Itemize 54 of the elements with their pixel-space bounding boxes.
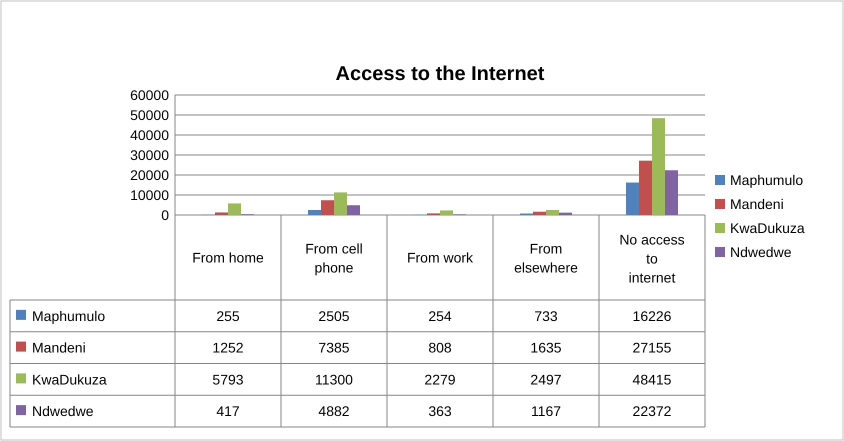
chart-title: Access to the Internet — [336, 63, 545, 85]
data-label: 1635 — [530, 340, 562, 356]
text: KwaDukuza — [32, 371, 107, 388]
data-label: 417 — [216, 403, 240, 420]
y-tick-label: 50000 — [130, 107, 170, 123]
legend-label: Ndwedwe — [730, 244, 792, 260]
bar — [639, 160, 652, 215]
bar — [308, 210, 321, 215]
bar — [334, 192, 347, 215]
data-label: 1252 — [212, 340, 244, 356]
data-label: 733 — [534, 308, 558, 324]
y-tick-label: 20000 — [130, 167, 170, 183]
x-tick-label: From work — [406, 250, 474, 266]
data-label: 255 — [216, 308, 240, 324]
y-tick-label: 0 — [161, 207, 170, 223]
data-label: 2279 — [424, 371, 456, 388]
data-label: 5793 — [212, 371, 244, 388]
legend-label: KwaDukuza — [730, 220, 805, 236]
y-tick-label: 10000 — [130, 187, 170, 203]
x-tick-label: From home — [192, 250, 264, 266]
bar — [546, 210, 559, 215]
bar — [228, 203, 241, 215]
y-tick-label: 60000 — [130, 87, 170, 103]
data-label: 363 — [428, 403, 452, 420]
data-label: 254 — [428, 308, 452, 324]
data-label: 27155 — [632, 340, 672, 356]
bar — [533, 212, 546, 215]
data-label: 48415 — [632, 371, 672, 388]
data-label: 1167 — [530, 403, 562, 420]
legend-label: Maphumulo — [730, 172, 804, 188]
x-tick-label: From elsewhere — [514, 240, 578, 276]
text: Mandeni — [32, 340, 86, 356]
data-label: 808 — [428, 340, 452, 356]
data-label: 16226 — [632, 308, 672, 324]
data-label: 2505 — [318, 308, 350, 324]
text: Maphumulo — [32, 308, 106, 324]
data-label: 11300 — [315, 371, 354, 388]
text: Ndwedwe — [32, 403, 94, 420]
bar — [347, 205, 360, 215]
bar — [652, 118, 665, 215]
bar — [665, 170, 678, 215]
data-label: 2497 — [530, 371, 562, 388]
bar — [626, 182, 639, 215]
bar — [321, 200, 334, 215]
bar — [215, 212, 228, 215]
data-label: 4882 — [318, 403, 350, 420]
x-tick-label: No access to internet — [619, 232, 685, 286]
data-label: 22372 — [632, 403, 672, 420]
x-tick-label: From cell phone — [305, 240, 363, 276]
data-label: 7385 — [318, 340, 350, 356]
y-tick-label: 30000 — [130, 147, 170, 163]
legend-label: Mandeni — [730, 196, 784, 212]
y-tick-label: 40000 — [130, 127, 170, 143]
bar — [440, 210, 453, 215]
